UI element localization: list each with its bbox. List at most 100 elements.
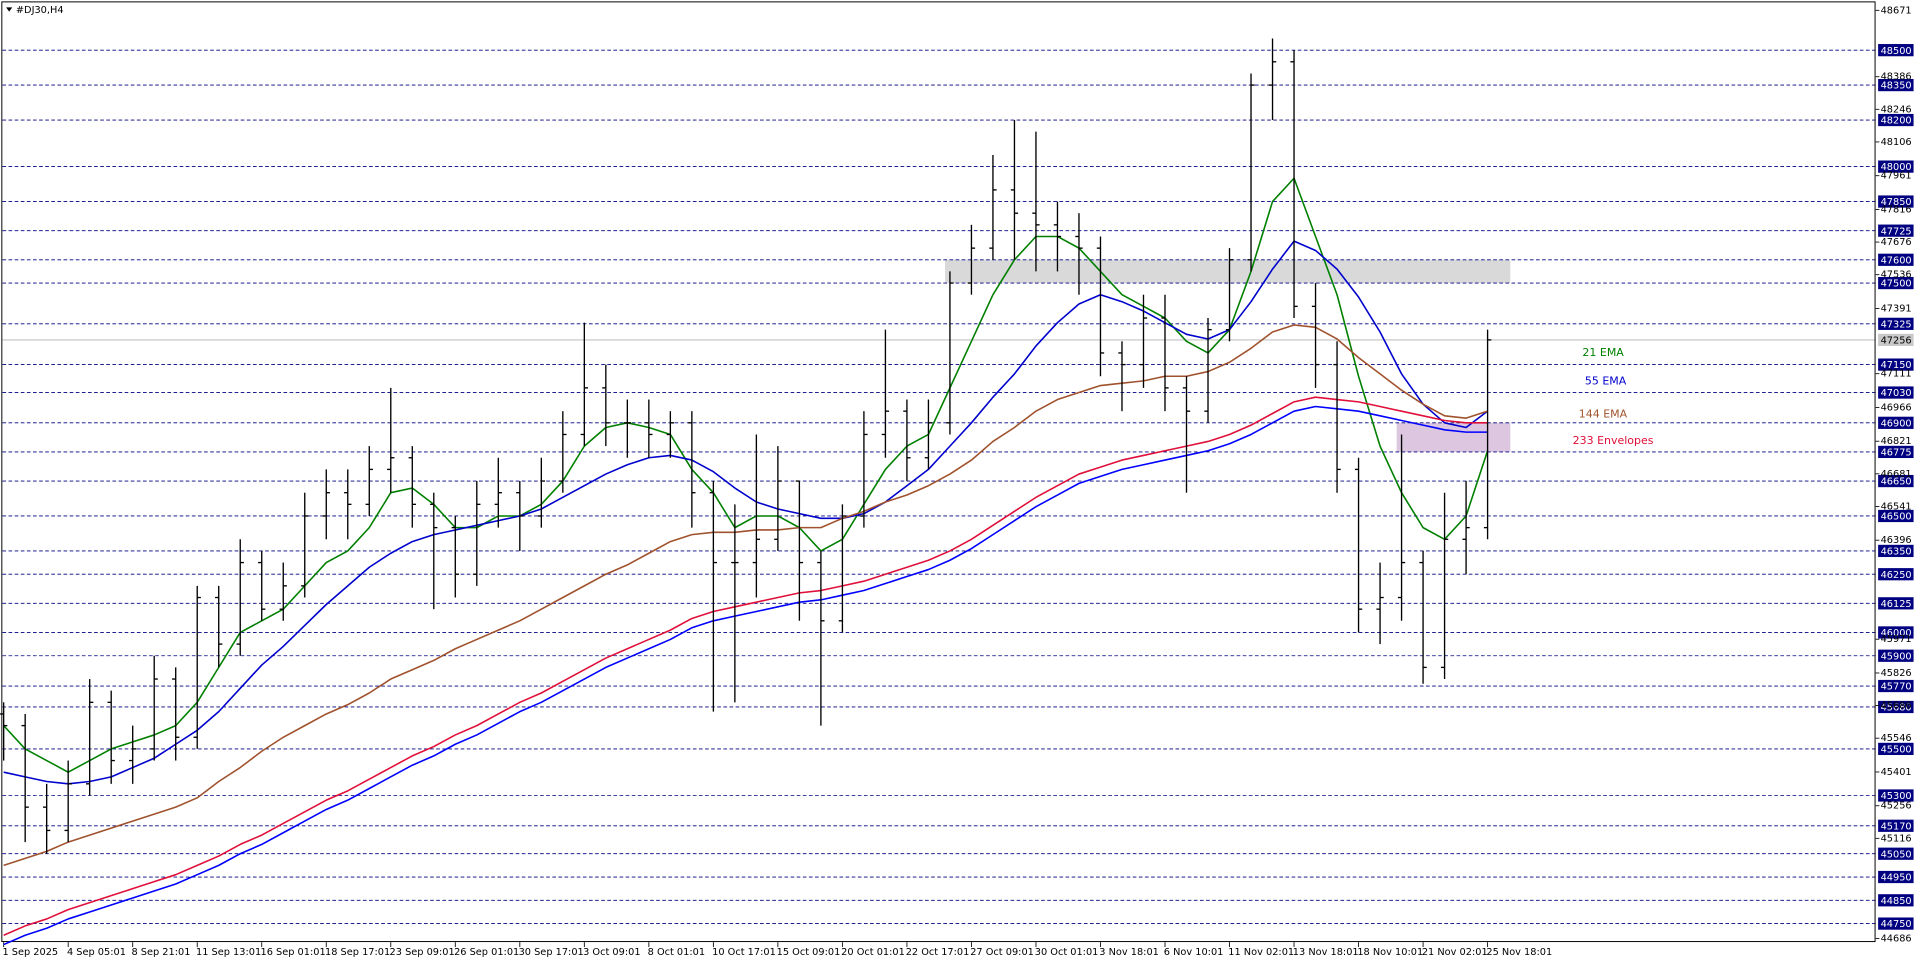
level-label: 46250 bbox=[1881, 570, 1912, 581]
level-label-box bbox=[1878, 358, 1914, 371]
x-tick-label: 15 Oct 09:01 bbox=[777, 947, 841, 958]
level-label-box bbox=[1878, 742, 1914, 756]
x-tick-label: 27 Oct 09:01 bbox=[970, 947, 1034, 958]
level-label-box bbox=[1878, 253, 1914, 266]
y-tick-label: 45686 bbox=[1881, 701, 1912, 712]
level-label: 47325 bbox=[1881, 319, 1912, 330]
level-label: 44850 bbox=[1881, 896, 1912, 907]
level-label: 47600 bbox=[1881, 255, 1912, 266]
x-tick-label: 11 Nov 02:01 bbox=[1228, 947, 1294, 958]
y-tick-label: 48106 bbox=[1881, 137, 1912, 148]
y-tick-label: 45826 bbox=[1881, 668, 1912, 679]
level-label-box bbox=[1878, 917, 1914, 930]
y-tick-label: 47816 bbox=[1881, 204, 1912, 215]
level-label-box bbox=[1878, 445, 1914, 459]
legend-233-envelopes: 233 Envelopes bbox=[1573, 434, 1654, 447]
y-tick-label: 46396 bbox=[1881, 535, 1912, 546]
level-label-box bbox=[1878, 416, 1914, 429]
level-label-box bbox=[1878, 509, 1914, 523]
level-label-box bbox=[1878, 386, 1914, 399]
level-label-box bbox=[1878, 195, 1914, 208]
y-tick-label: 45256 bbox=[1881, 801, 1912, 812]
x-tick-label: 3 Nov 18:01 bbox=[1099, 947, 1159, 958]
y-tick-label: 45401 bbox=[1881, 767, 1912, 778]
level-label: 45770 bbox=[1881, 682, 1912, 693]
envelope-lower bbox=[3, 405, 1488, 946]
x-tick-label: 30 Oct 01:01 bbox=[1035, 947, 1099, 958]
level-label: 44950 bbox=[1881, 873, 1912, 884]
level-label: 48500 bbox=[1881, 46, 1912, 57]
y-tick-label: 46966 bbox=[1881, 402, 1912, 413]
x-tick-label: 10 Oct 17:01 bbox=[712, 947, 776, 958]
level-label-box bbox=[1878, 870, 1914, 884]
level-label-box bbox=[1878, 317, 1914, 330]
y-tick-label: 48671 bbox=[1881, 5, 1912, 16]
level-label: 47850 bbox=[1881, 197, 1912, 208]
last-price-box bbox=[1878, 333, 1914, 347]
y-tick-label: 47111 bbox=[1881, 369, 1912, 380]
level-label-box bbox=[1878, 160, 1914, 173]
level-label-box bbox=[1878, 78, 1914, 92]
level-label-box bbox=[1878, 789, 1914, 802]
level-label: 45500 bbox=[1881, 745, 1912, 756]
level-label-box bbox=[1878, 649, 1914, 662]
x-tick-label: 4 Sep 05:01 bbox=[67, 947, 126, 958]
level-label-box bbox=[1878, 276, 1914, 290]
x-tick-label: 20 Oct 01:01 bbox=[841, 947, 905, 958]
y-tick-label: 45546 bbox=[1881, 733, 1912, 744]
level-label: 45300 bbox=[1881, 791, 1912, 802]
level-label-box bbox=[1878, 568, 1914, 581]
level-label: 46500 bbox=[1881, 512, 1912, 523]
level-label: 46350 bbox=[1881, 547, 1912, 558]
y-tick-label: 46681 bbox=[1881, 469, 1912, 480]
x-tick-label: 25 Nov 18:01 bbox=[1486, 947, 1552, 958]
chart-title: #DJ30,H4 bbox=[16, 5, 64, 16]
level-label: 46125 bbox=[1881, 599, 1912, 610]
indicator-line bbox=[3, 240, 1489, 785]
level-label: 48200 bbox=[1881, 116, 1912, 127]
level-label: 45680 bbox=[1881, 703, 1912, 714]
x-tick-label: 6 Nov 10:01 bbox=[1164, 947, 1224, 958]
under-layer bbox=[2, 49, 1876, 925]
y-tick-label: 47961 bbox=[1881, 171, 1912, 182]
x-tick-label: 26 Sep 01:01 bbox=[454, 947, 519, 958]
x-tick-label: 3 Oct 09:01 bbox=[583, 947, 640, 958]
y-tick-label: 47676 bbox=[1881, 237, 1912, 248]
level-label-box bbox=[1878, 626, 1914, 639]
level-label: 46900 bbox=[1881, 418, 1912, 429]
level-label-box bbox=[1878, 679, 1914, 693]
level-label: 48350 bbox=[1881, 81, 1912, 92]
x-tick-label: 13 Nov 18:01 bbox=[1293, 947, 1359, 958]
x-tick-label: 23 Sep 09:01 bbox=[390, 947, 455, 958]
last-price-label: 47256 bbox=[1881, 336, 1912, 347]
level-label: 45170 bbox=[1881, 821, 1912, 832]
level-label: 45050 bbox=[1881, 849, 1912, 860]
level-label-box bbox=[1878, 544, 1914, 558]
level-label-box bbox=[1878, 894, 1914, 907]
y-tick-label: 47536 bbox=[1881, 270, 1912, 281]
indicator-line bbox=[3, 396, 1488, 936]
y-tick-label: 46541 bbox=[1881, 501, 1912, 512]
x-tick-label: 11 Sep 13:01 bbox=[196, 947, 261, 958]
zone bbox=[945, 259, 1511, 284]
legend-144-ema: 144 EMA bbox=[1579, 407, 1628, 420]
level-label: 46775 bbox=[1881, 448, 1912, 459]
level-label-box bbox=[1878, 700, 1914, 714]
level-label-box bbox=[1878, 224, 1914, 237]
y-tick-label: 48246 bbox=[1881, 104, 1912, 115]
indicator-line bbox=[3, 324, 1488, 867]
level-label: 48000 bbox=[1881, 162, 1912, 173]
x-tick-label: 18 Nov 10:01 bbox=[1357, 947, 1423, 958]
zone bbox=[1396, 422, 1511, 452]
menu-triangle bbox=[6, 7, 13, 12]
level-label: 47725 bbox=[1881, 226, 1912, 237]
x-tick-label: 18 Sep 17:01 bbox=[325, 947, 390, 958]
level-label-box bbox=[1878, 847, 1914, 860]
x-tick-label: 1 Sep 2025 bbox=[2, 947, 58, 958]
y-tick-label: 44686 bbox=[1881, 934, 1912, 945]
level-label-box bbox=[1878, 44, 1914, 57]
x-tick-label: 30 Sep 17:01 bbox=[519, 947, 584, 958]
